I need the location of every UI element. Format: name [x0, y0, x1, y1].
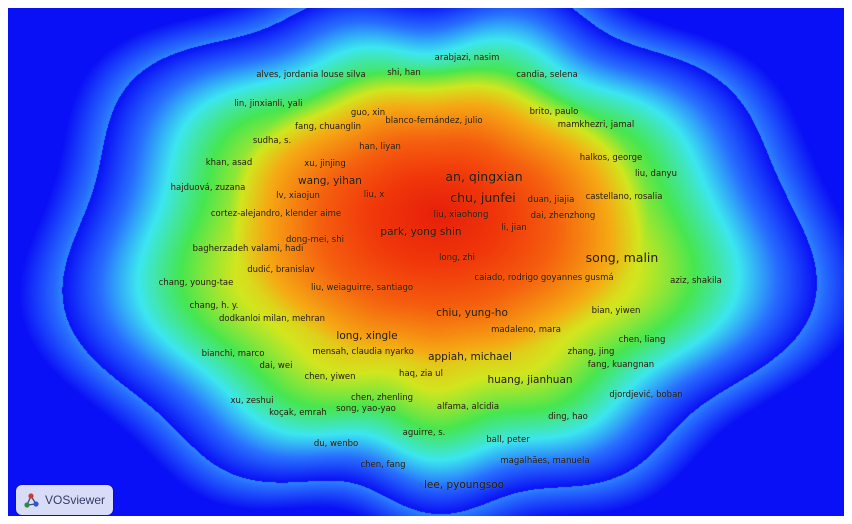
author-label[interactable]: khan, asad	[205, 157, 253, 168]
author-label[interactable]: alfama, alcidia	[436, 401, 500, 412]
author-label[interactable]: ball, peter	[486, 434, 530, 445]
author-label[interactable]: li, yali	[277, 98, 303, 109]
author-label[interactable]: huang, jianhuan	[487, 373, 573, 386]
vosviewer-logo-text: VOSviewer	[45, 493, 106, 507]
author-label[interactable]: chang, young-tae	[158, 277, 234, 288]
author-label[interactable]: song, malin	[585, 249, 659, 265]
author-label[interactable]: cortez-alejandro, klender aime	[210, 208, 342, 219]
author-label[interactable]: dai, wei	[259, 360, 293, 371]
author-label[interactable]: song, yao-yao	[336, 403, 396, 414]
author-label[interactable]: castellano, rosalia	[585, 191, 663, 202]
author-label[interactable]: lv, xiaojun	[276, 190, 320, 201]
author-label[interactable]: wang, yihan	[298, 174, 362, 187]
author-label[interactable]: fang, chuanglin	[295, 121, 361, 132]
author-label[interactable]: bagherzadeh valami, hadi	[192, 243, 304, 254]
author-label[interactable]: brito, paulo	[529, 106, 579, 117]
author-label[interactable]: zhang, jing	[567, 346, 615, 357]
author-label[interactable]: chiu, yung-ho	[436, 306, 508, 319]
author-label[interactable]: madaleno, mara	[491, 324, 561, 335]
author-label[interactable]: aziz, shakila	[670, 275, 722, 286]
author-label[interactable]: mamkhezri, jamal	[557, 119, 635, 130]
author-label[interactable]: fang, kuangnan	[587, 359, 655, 370]
density-visualization[interactable]: arabjazi, nasim alves, jordania louse sil…	[8, 8, 844, 516]
author-label[interactable]: liu, xiaohong	[433, 209, 489, 220]
author-label[interactable]: li, jian	[501, 222, 527, 233]
author-label[interactable]: bian, yiwen	[591, 305, 641, 316]
author-label[interactable]: aguirre, s.	[402, 427, 446, 438]
vosviewer-logo-icon	[24, 493, 39, 508]
author-label[interactable]: hajduová, zuzana	[170, 182, 246, 193]
author-label[interactable]: dudić, branislav	[247, 264, 315, 275]
author-label[interactable]: sudha, s.	[252, 135, 292, 146]
author-label[interactable]: dai, zhenzhong	[530, 210, 596, 221]
author-label[interactable]: chen, yiwen	[304, 371, 356, 382]
author-label[interactable]: halkos, george	[579, 152, 643, 163]
author-label[interactable]: han, liyan	[359, 141, 401, 152]
author-label[interactable]: dong-mei, shi	[286, 234, 344, 245]
author-label[interactable]: chu, junfei	[450, 189, 516, 205]
author-label[interactable]: shi, han	[387, 67, 421, 78]
author-label[interactable]: lee, pyoungsoo	[423, 478, 505, 491]
author-label[interactable]: blanco-fernández, julio	[385, 115, 483, 126]
author-label[interactable]: candia, selena	[516, 69, 578, 80]
author-label[interactable]: ding, hao	[548, 411, 588, 422]
author-label[interactable]: chen, fang	[360, 459, 406, 470]
author-label[interactable]: xu, jinjing	[304, 158, 346, 169]
density-heatmap	[8, 8, 844, 516]
author-label[interactable]: alves, jordania louse silva	[256, 69, 366, 80]
author-label[interactable]: an, qingxian	[445, 168, 523, 184]
author-label[interactable]: liu, x	[363, 189, 385, 200]
author-label[interactable]: park, yong shin	[380, 225, 462, 238]
author-label[interactable]: mensah, claudia nyarko	[312, 346, 414, 357]
author-label[interactable]: long, zhi	[439, 252, 475, 263]
author-label[interactable]: xu, zeshui	[230, 395, 274, 406]
author-label[interactable]: caiado, rodrigo goyannes gusmá	[474, 272, 614, 283]
author-label[interactable]: long, xingle	[336, 329, 398, 342]
vosviewer-logo: VOSviewer	[16, 485, 113, 515]
author-label[interactable]: haq, zia ul	[399, 368, 443, 379]
author-label[interactable]: liu, wei	[310, 282, 342, 293]
author-label[interactable]: du, wenbo	[313, 438, 359, 449]
author-label[interactable]: aguirre, santiago	[340, 282, 414, 293]
author-label[interactable]: chen, liang	[618, 334, 666, 345]
author-label[interactable]: koçak, emrah	[269, 407, 327, 418]
author-label[interactable]: chang, h. y.	[189, 300, 239, 311]
author-label[interactable]: chen, zhenling	[350, 392, 414, 403]
author-label[interactable]: dodkanloi milan, mehran	[219, 313, 325, 324]
author-label[interactable]: arabjazi, nasim	[434, 52, 500, 63]
author-label[interactable]: lin, jinxian	[234, 98, 278, 109]
author-label[interactable]: appiah, michael	[428, 350, 512, 363]
author-label[interactable]: guo, xin	[350, 107, 386, 118]
author-label[interactable]: liu, danyu	[635, 168, 677, 179]
author-label[interactable]: magalhães, manuela	[500, 455, 590, 466]
author-label[interactable]: bianchi, marco	[201, 348, 265, 359]
author-label[interactable]: djordjević, boban	[609, 389, 683, 400]
author-label[interactable]: duan, jiajia	[527, 194, 575, 205]
